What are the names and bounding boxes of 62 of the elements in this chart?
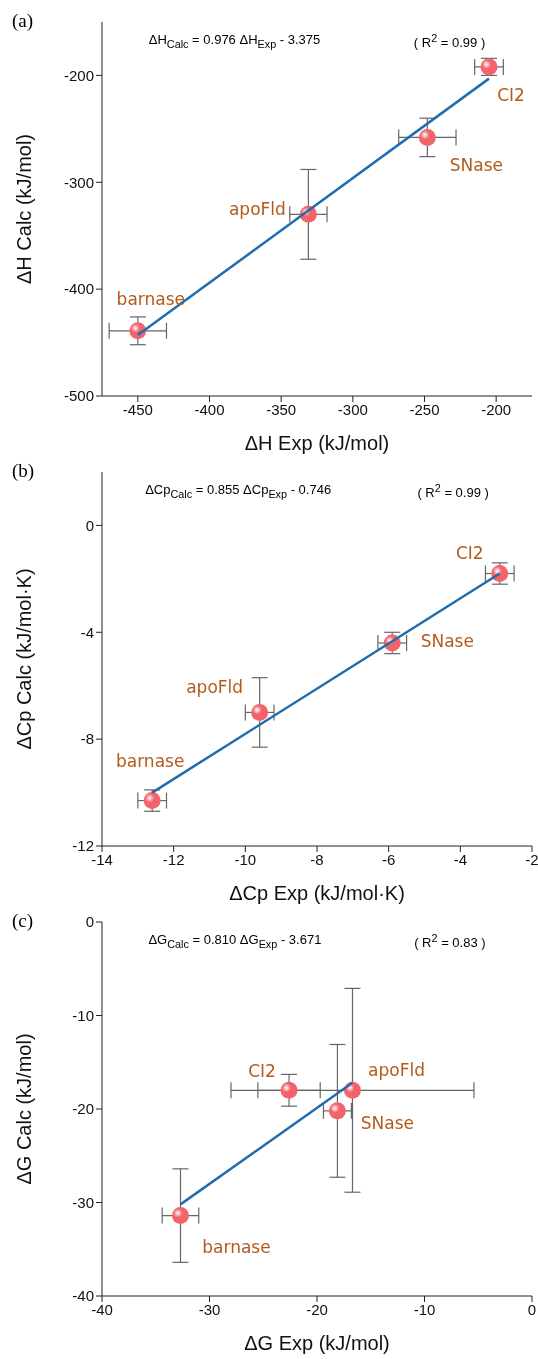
- y-axis-title: ΔH Calc (kJ/mol): [13, 133, 36, 285]
- annotation: barnase: [115, 750, 185, 771]
- annotation: CI2: [455, 542, 484, 563]
- chart-title: (b): [12, 460, 35, 482]
- y-tick-label: -40: [72, 1287, 94, 1305]
- x-tick-label: -12: [162, 850, 185, 868]
- annotation: ( R$^{2}$ = 0.83 ): [414, 932, 486, 951]
- y-tick-label: 0: [85, 516, 94, 534]
- x-axis-title: ΔCp Exp (kJ/mol·K): [229, 882, 405, 904]
- x-axis-title: ΔG Exp (kJ/mol): [244, 1332, 390, 1354]
- annotation: barnase: [202, 1236, 271, 1257]
- x-tick-label: -4: [453, 850, 468, 868]
- y-tick-label: -30: [72, 1193, 94, 1211]
- y-tick-label: -10: [72, 1006, 94, 1024]
- point: [280, 1081, 298, 1099]
- annotation: CI2: [497, 84, 525, 105]
- annotation: apoFld: [228, 199, 286, 220]
- x-tick-label: 0: [527, 1300, 537, 1318]
- y-tick-label: -400: [63, 280, 94, 298]
- annotation: SNase: [360, 1112, 415, 1133]
- y-tick-label: -500: [63, 387, 94, 405]
- x-tick-label: -200: [481, 400, 512, 418]
- annotation: ( R$^{2}$ = 0.99 ): [413, 32, 486, 51]
- annotation: ΔG$_{Calc}$ = 0.810 ΔG$_{Exp}$ - 3.671: [148, 932, 322, 951]
- x-tick-label: -450: [122, 400, 153, 418]
- point: [171, 1207, 189, 1225]
- x-tick-label: -350: [266, 400, 297, 418]
- y-tick-label: -20: [72, 1100, 94, 1118]
- y-axis-title: ΔCp Calc (kJ/mol·K): [13, 568, 36, 750]
- x-tick-label: -400: [194, 400, 225, 418]
- x-tick-label: -20: [306, 1300, 328, 1318]
- x-tick-label: -300: [337, 400, 368, 418]
- annotation: apoFld: [368, 1060, 425, 1081]
- x-tick-label: -8: [310, 850, 324, 868]
- x-tick-label: -250: [409, 400, 440, 418]
- y-tick-label: -200: [63, 66, 94, 84]
- annotation: apoFld: [186, 677, 244, 698]
- y-tick-label: -12: [72, 837, 94, 855]
- annotation: barnase: [116, 288, 186, 309]
- y-tick-label: -300: [63, 173, 94, 191]
- y-tick-label: -8: [80, 730, 94, 748]
- x-tick-label: -14: [91, 850, 113, 868]
- annotation: SNase: [420, 630, 474, 651]
- chart-title: (a): [12, 10, 34, 32]
- x-tick-label: -2: [525, 850, 538, 868]
- point: [418, 128, 436, 146]
- x-tick-label: -30: [198, 1300, 221, 1318]
- y-tick-label: -4: [80, 623, 94, 641]
- x-tick-label: -6: [381, 850, 396, 868]
- point: [251, 703, 269, 721]
- annotation: SNase: [449, 155, 503, 176]
- y-axis-title: ΔG Calc (kJ/mol): [13, 1033, 36, 1185]
- annotation: ΔH$_{Calc}$ = 0.976 ΔH$_{Exp}$ - 3.375: [148, 32, 321, 51]
- annotation: CI2: [248, 1061, 276, 1082]
- x-tick-label: -10: [413, 1300, 436, 1318]
- y-tick-label: 0: [85, 913, 94, 931]
- annotation: ΔCp$_{Calc}$ = 0.855 ΔCp$_{Exp}$ - 0.746: [145, 482, 332, 501]
- x-tick-label: -10: [234, 850, 257, 868]
- point: [328, 1102, 346, 1120]
- chart-title: (c): [12, 910, 34, 932]
- x-axis-title: ΔH Exp (kJ/mol): [244, 432, 390, 454]
- annotation: ( R$^{2}$ = 0.99 ): [417, 482, 489, 501]
